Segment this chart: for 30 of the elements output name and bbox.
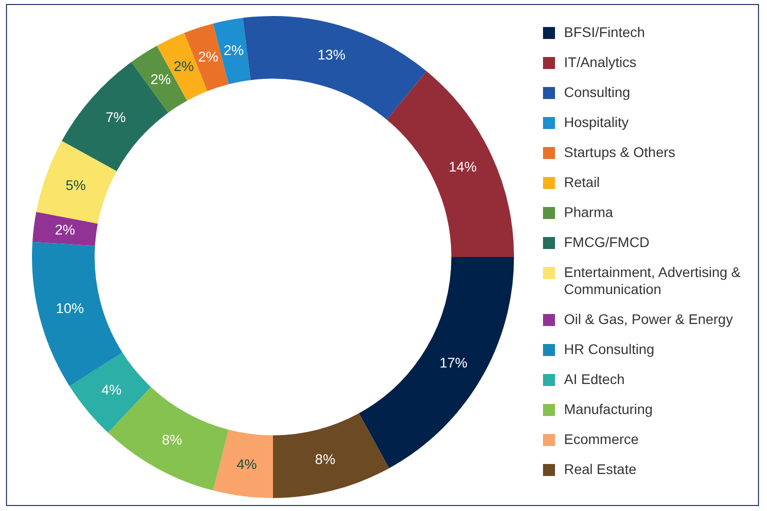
data-label: 2% [224, 42, 244, 58]
legend-label: Manufacturing [564, 401, 653, 418]
data-label: 2% [198, 48, 218, 64]
legend-label: Real Estate [564, 461, 636, 478]
legend-label: Entertainment, Advertising & Communication [564, 264, 742, 298]
data-label: 2% [54, 222, 76, 238]
data-label: 4% [101, 382, 122, 398]
legend-label: FMCG/FMCD [564, 234, 650, 251]
data-label: 14% [448, 158, 477, 175]
legend-label: Consulting [564, 84, 630, 101]
legend-label: HR Consulting [564, 341, 654, 358]
legend-label: IT/Analytics [564, 54, 636, 71]
legend-label: Hospitality [564, 114, 629, 131]
data-label: 4% [236, 456, 257, 472]
legend-label: Oil & Gas, Power & Energy [564, 311, 733, 328]
data-label: 2% [174, 58, 194, 74]
legend-label: Startups & Others [564, 144, 676, 161]
legend-label: Pharma [564, 204, 614, 221]
data-label: 2% [150, 70, 171, 87]
data-label: 10% [56, 300, 84, 316]
legend-label: Ecommerce [564, 431, 639, 448]
data-label: 13% [317, 46, 346, 63]
data-label: 7% [106, 109, 126, 126]
legend-label: BFSI/Fintech [564, 24, 645, 41]
data-label: 17% [439, 354, 468, 371]
data-label: 8% [315, 450, 336, 467]
data-label: 8% [162, 432, 182, 448]
legend-label: Retail [564, 174, 600, 191]
legend-label: AI Edtech [564, 371, 625, 388]
data-label: 5% [66, 176, 86, 193]
